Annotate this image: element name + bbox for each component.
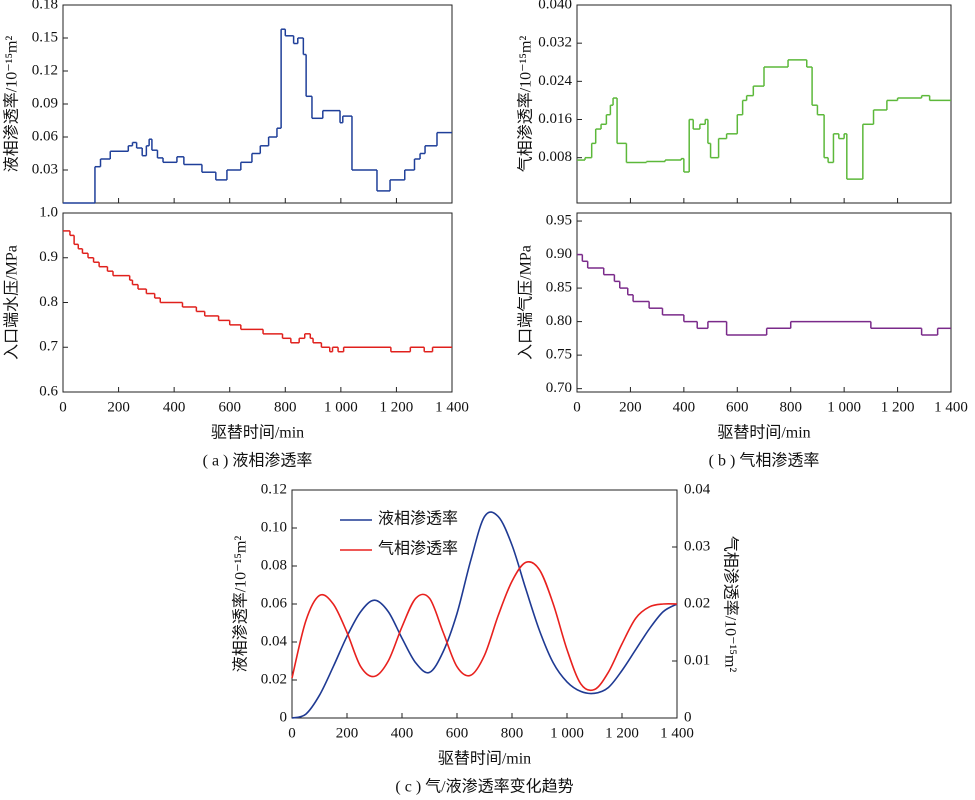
plot-frame <box>291 489 678 719</box>
y-tick-label: 0.90 <box>546 246 572 262</box>
y-tick-label: 0.9 <box>39 249 58 265</box>
x-tick-label: 0 <box>288 725 296 741</box>
y-tick-label: 0.040 <box>538 0 572 12</box>
x-tick-label: 200 <box>336 725 359 741</box>
series-line <box>291 511 678 719</box>
y-tick-label: 1.0 <box>39 204 58 220</box>
x-tick-label: 1 000 <box>324 399 358 415</box>
y-axis-label: 气相渗透率/10⁻¹⁵m² <box>517 36 535 173</box>
y-tick-label: 0.15 <box>32 29 58 45</box>
series-line <box>291 560 678 692</box>
x-tick-label: 0 <box>573 399 581 415</box>
x-tick-label: 200 <box>107 399 130 415</box>
y-tick-label: 0.10 <box>261 519 287 535</box>
x-tick-label: 1 200 <box>881 399 915 415</box>
y-tick-label: 0.03 <box>32 161 58 177</box>
y2-tick-label: 0 <box>684 709 692 725</box>
y-tick-label: 0.09 <box>32 95 58 111</box>
y-tick-label: 0.02 <box>261 671 287 687</box>
x-tick-label: 1 400 <box>435 399 469 415</box>
plot-frame <box>576 212 952 393</box>
y-axis-label: 液相渗透率/10⁻¹⁵m² <box>232 536 250 673</box>
x-tick-label: 1 000 <box>550 725 584 741</box>
y-tick-label: 0.04 <box>261 633 288 649</box>
y-tick-label: 0.032 <box>538 35 572 51</box>
y-tick-label: 0.18 <box>32 0 58 12</box>
x-tick-label: 600 <box>726 399 749 415</box>
caption: ( c ) 气/液渗透率变化趋势 <box>395 778 573 796</box>
y-axis-label: 入口端气压/MPa <box>517 245 535 360</box>
y-tick-label: 0.6 <box>39 383 58 399</box>
x-tick-label: 1 200 <box>605 725 639 741</box>
y-tick-label: 0.85 <box>546 280 572 296</box>
y-tick-label: 0.12 <box>261 481 287 497</box>
y-axis-label: 入口端水压/MPa <box>3 245 21 360</box>
caption: ( a ) 液相渗透率 <box>203 452 313 470</box>
plot-frame <box>62 212 453 393</box>
legend-label: 气相渗透率 <box>378 540 458 558</box>
y-tick-label: 0.75 <box>546 347 572 363</box>
y-tick-label: 0.12 <box>32 62 58 78</box>
y2-tick-label: 0.01 <box>684 652 710 668</box>
y-tick-label: 0.016 <box>538 111 572 127</box>
y-tick-label: 0.8 <box>39 294 58 310</box>
y-tick-label: 0 <box>280 709 288 725</box>
y2-tick-label: 0.04 <box>684 481 711 497</box>
x-tick-label: 200 <box>619 399 642 415</box>
x-tick-label: 600 <box>218 399 241 415</box>
y2-tick-label: 0.02 <box>684 595 710 611</box>
x-axis-label: 驱替时间/min <box>717 424 810 442</box>
y-axis-label: 液相渗透率/10⁻¹⁵m² <box>3 36 21 173</box>
x-axis-label: 驱替时间/min <box>438 750 531 768</box>
x-tick-label: 1 200 <box>380 399 414 415</box>
x-tick-label: 0 <box>59 399 67 415</box>
y-tick-label: 0.70 <box>546 380 572 396</box>
x-tick-label: 800 <box>779 399 802 415</box>
x-tick-label: 1 400 <box>660 725 694 741</box>
x-tick-label: 1 000 <box>827 399 861 415</box>
y-tick-label: 0.008 <box>538 149 572 165</box>
x-tick-label: 1 400 <box>934 399 968 415</box>
x-tick-label: 600 <box>446 725 469 741</box>
y-tick-label: 0.80 <box>546 313 572 329</box>
plot-frame <box>576 4 952 204</box>
x-tick-label: 400 <box>391 725 414 741</box>
y-tick-label: 0.08 <box>261 557 287 573</box>
y-tick-label: 0.95 <box>546 212 572 228</box>
x-tick-label: 400 <box>163 399 186 415</box>
y-tick-label: 0.06 <box>32 128 59 144</box>
x-tick-label: 800 <box>274 399 297 415</box>
x-axis-label: 驱替时间/min <box>211 424 304 442</box>
y2-axis-label: 气相渗透率/10⁻¹⁵m² <box>721 536 739 673</box>
y-tick-label: 0.7 <box>39 339 58 355</box>
y-tick-label: 0.06 <box>261 595 288 611</box>
x-tick-label: 400 <box>673 399 696 415</box>
legend-label: 液相渗透率 <box>378 510 458 528</box>
y-tick-label: 0.024 <box>538 73 572 89</box>
caption: ( b ) 气相渗透率 <box>709 452 820 470</box>
y2-tick-label: 0.03 <box>684 538 710 554</box>
plot-frame <box>62 4 453 204</box>
x-tick-label: 800 <box>501 725 524 741</box>
